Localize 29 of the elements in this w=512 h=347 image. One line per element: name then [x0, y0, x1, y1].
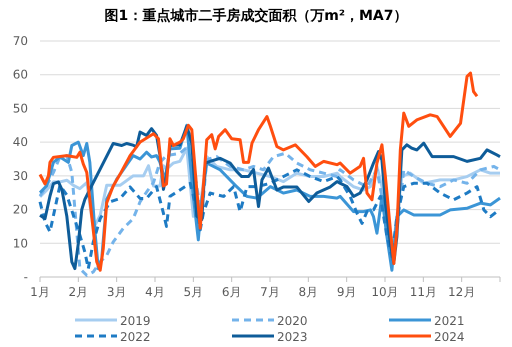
y-tick-label: 10: [12, 236, 28, 250]
legend-label: 2020: [277, 314, 308, 328]
y-tick-label: 50: [12, 101, 28, 116]
y-tick-label: 20: [12, 202, 28, 217]
x-tick-label: 9月: [336, 285, 356, 299]
y-tick-label: 40: [12, 135, 28, 150]
x-tick-label: 5月: [184, 285, 204, 299]
x-tick-label: 3月: [106, 285, 126, 299]
x-tick-label: 12月: [448, 285, 476, 299]
legend-label: 2019: [120, 314, 151, 328]
line-series: [38, 168, 498, 270]
y-tick-label: 70: [12, 34, 28, 48]
x-tick-label: 1月: [30, 285, 50, 299]
y-tick-label: -: [24, 270, 28, 284]
y-tick-label: 60: [12, 68, 28, 82]
x-tick-label: 11月: [410, 285, 437, 299]
legend-label: 2021: [434, 314, 465, 328]
x-tick-label: 2月: [68, 285, 88, 299]
line-series: [38, 72, 478, 272]
legend-label: 2022: [120, 330, 151, 344]
legend-label: 2023: [277, 330, 308, 344]
chart-title: 图1：重点城市二手房成交面积（万m²，MA7）: [104, 7, 408, 24]
legend-label: 2024: [434, 330, 465, 344]
x-tick-label: 8月: [298, 285, 318, 299]
x-tick-label: 10月: [371, 285, 399, 299]
x-tick-label: 7月: [260, 285, 280, 299]
x-tick-label: 6月: [222, 285, 242, 299]
x-tick-label: 4月: [145, 285, 165, 299]
y-tick-label: 30: [12, 168, 28, 183]
